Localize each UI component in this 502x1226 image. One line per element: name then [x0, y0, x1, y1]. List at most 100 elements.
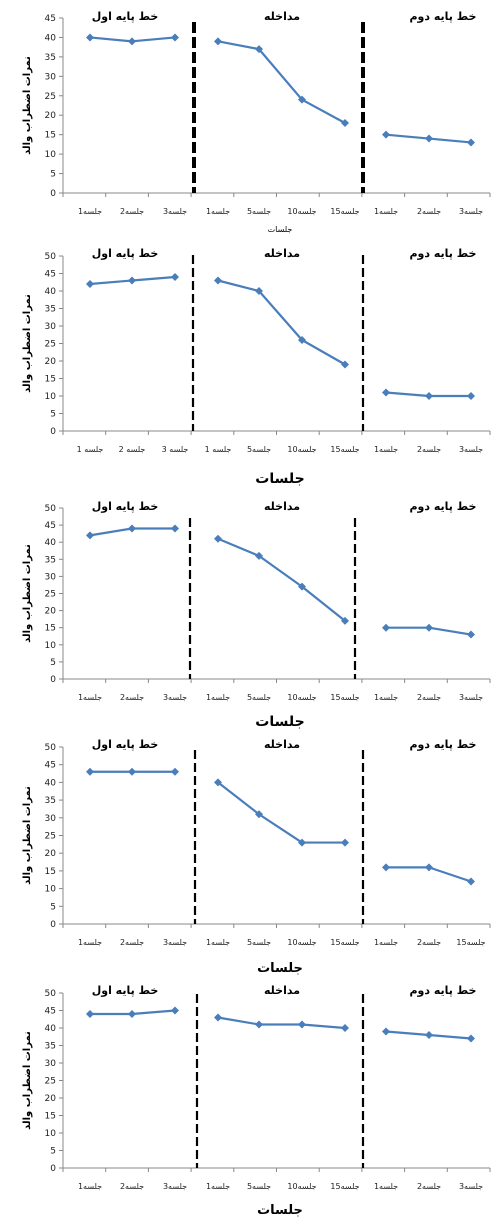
- x-axis-label: جلسات: [255, 714, 304, 730]
- y-tick-label: 5: [50, 410, 56, 420]
- x-tick-label: جلسه1: [78, 207, 102, 216]
- x-tick-label: جلسه1: [206, 693, 230, 702]
- data-point: [467, 630, 475, 639]
- y-tick-label: 40: [45, 538, 57, 548]
- x-tick-label: جلسه2: [120, 1182, 144, 1191]
- data-point: [382, 1027, 390, 1036]
- data-point: [382, 388, 390, 397]
- x-tick-label: جلسه15: [456, 938, 485, 947]
- y-tick-label: 40: [45, 287, 57, 297]
- data-point: [341, 119, 349, 127]
- x-tick-label: جلسه3: [163, 1182, 187, 1191]
- x-tick-label: جلسه2: [120, 693, 144, 702]
- phase-label: مداخله: [264, 10, 300, 23]
- y-axis-label: نمرات اضطراب والد: [22, 56, 33, 155]
- x-tick-label: جلسه2: [417, 938, 441, 947]
- y-tick-label: 30: [45, 72, 57, 82]
- data-point: [255, 810, 263, 819]
- x-tick-label: جلسه1: [374, 445, 398, 454]
- chart-1-svg: 0 5 10 15 20 25 30 35 40 45 جلسه1 جلسه2 جلسه3 جلسه1 جل…: [22, 10, 491, 234]
- y-tick-label: 0: [50, 1164, 56, 1174]
- x-tick-label: جلسه1: [78, 1182, 102, 1191]
- x-tick-label: جلسه15: [330, 693, 359, 702]
- x-tick-label: جلسه 1: [205, 445, 232, 454]
- x-tick-label: جلسه15: [330, 938, 359, 947]
- data-point: [171, 273, 179, 281]
- data-point: [86, 280, 94, 288]
- y-tick-label: 40: [45, 778, 57, 788]
- y-tick-label: 25: [45, 1077, 56, 1087]
- data-point: [86, 1010, 94, 1018]
- x-tick-label: جلسه1: [374, 207, 398, 216]
- y-tick-label: 0: [50, 427, 56, 437]
- data-point: [341, 360, 349, 369]
- x-tick-label: جلسه10: [287, 1182, 316, 1191]
- chart-panel-2: 0 5 10 15 20 25 30 35 40 45 50 جلسه 1 جلسه 2 جلسه 3 جل…: [0, 243, 502, 488]
- y-tick-label: 25: [45, 590, 56, 600]
- x-tick-label: جلسه3: [459, 445, 483, 454]
- x-tick-label: جلسه3: [163, 207, 187, 216]
- y-tick-label: 20: [45, 607, 57, 617]
- phase-label: خط پایه دوم: [410, 247, 477, 260]
- data-point: [86, 531, 94, 540]
- data-point: [171, 33, 179, 42]
- data-point: [214, 534, 222, 543]
- y-tick-label: 15: [45, 131, 56, 141]
- y-tick-label: 20: [45, 1094, 57, 1104]
- x-tick-label: جلسه5: [247, 207, 271, 216]
- chart-5-svg: 0 5 10 15 20 25 30 35 40 45 50 جلسه1 جلسه2 جلسه3 جلسه1…: [22, 984, 491, 1218]
- data-point: [425, 392, 433, 400]
- chart-4-svg: 0 5 10 15 20 25 30 35 40 45 50 جلسه1 جلسه2 جلسه3 جلسه1…: [22, 738, 491, 976]
- y-tick-label: 0: [50, 189, 56, 199]
- y-axis-label: نمرات اضطراب والد: [22, 1031, 33, 1130]
- y-tick-label: 35: [45, 555, 56, 565]
- data-point: [255, 1020, 263, 1029]
- x-tick-label: جلسه1: [78, 693, 102, 702]
- y-tick-label: 10: [45, 150, 57, 160]
- phase-label: خط پایه دوم: [410, 738, 477, 751]
- y-tick-label: 15: [45, 375, 56, 385]
- data-point: [86, 767, 94, 776]
- phase-label: خط پایه دوم: [410, 984, 477, 997]
- data-point: [214, 1013, 222, 1022]
- series-line: [217, 1016, 346, 1030]
- x-tick-label: جلسه10: [287, 445, 316, 454]
- x-tick-label: جلسه1: [206, 207, 230, 216]
- data-point: [86, 33, 94, 42]
- y-tick-label: 5: [50, 902, 56, 912]
- phase-label: خط پایه دوم: [410, 500, 477, 513]
- phase-label: خط پایه اول: [92, 247, 159, 260]
- phase-label: مداخله: [264, 984, 300, 997]
- data-point: [298, 95, 306, 104]
- y-tick-label: 15: [45, 1112, 56, 1122]
- data-point: [128, 767, 136, 776]
- x-axis-label: جلسات: [268, 225, 293, 234]
- x-axis-label: جلسات: [257, 1203, 303, 1218]
- x-tick-label: جلسه2: [417, 1182, 441, 1191]
- data-point: [425, 134, 433, 143]
- data-point: [382, 130, 390, 139]
- y-tick-label: 35: [45, 305, 56, 315]
- data-point: [298, 336, 306, 344]
- y-tick-label: 35: [45, 796, 56, 806]
- data-point: [214, 37, 222, 46]
- phase-label: خط پایه دوم: [410, 10, 477, 23]
- data-point: [341, 838, 349, 847]
- phase-label: خط پایه اول: [92, 10, 159, 23]
- x-tick-label: جلسه3: [459, 207, 483, 216]
- x-tick-label: جلسه5: [247, 693, 271, 702]
- series-line: [217, 279, 346, 366]
- y-tick-label: 10: [45, 1129, 57, 1139]
- x-tick-label: جلسه3: [459, 693, 483, 702]
- chart-panel-4: 0 5 10 15 20 25 30 35 40 45 50 جلسه1 جلسه2 جلسه3 جلسه1…: [0, 730, 502, 978]
- x-tick-label: جلسه5: [247, 1182, 271, 1191]
- data-point: [382, 863, 390, 872]
- data-point: [128, 524, 136, 533]
- phase-label: مداخله: [264, 500, 300, 513]
- y-tick-label: 10: [45, 392, 57, 402]
- data-point: [171, 524, 179, 533]
- y-tick-label: 15: [45, 624, 56, 634]
- data-point: [298, 582, 306, 591]
- y-tick-label: 45: [45, 1007, 56, 1017]
